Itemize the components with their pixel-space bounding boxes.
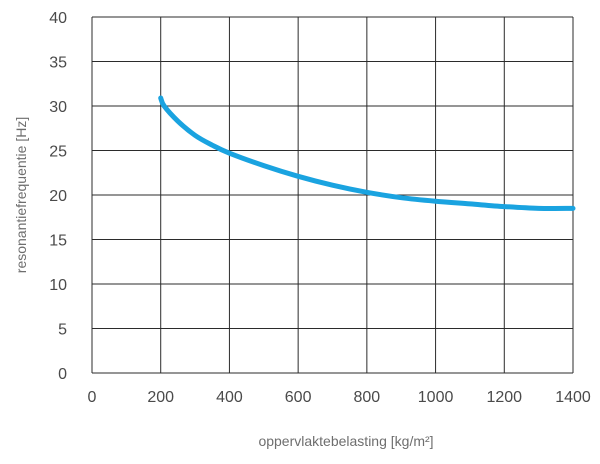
y-tick-label: 20: [49, 188, 67, 205]
y-tick-label: 15: [49, 233, 67, 250]
y-tick-label: 0: [58, 366, 67, 383]
y-tick-labels: 0 5 10 15 20 25 30 35 40: [49, 10, 67, 383]
x-tick-label: 1400: [555, 389, 591, 406]
x-tick-label: 200: [147, 389, 174, 406]
y-tick-label: 40: [49, 10, 67, 27]
x-tick-label: 400: [216, 389, 243, 406]
y-tick-label: 35: [49, 55, 67, 72]
y-tick-label: 30: [49, 99, 67, 116]
y-tick-label: 25: [49, 144, 67, 161]
x-tick-label: 1000: [418, 389, 454, 406]
y-tick-label: 10: [49, 277, 67, 294]
y-tick-label: 5: [58, 322, 67, 339]
x-tick-label: 600: [285, 389, 312, 406]
series-layer: [158, 95, 576, 211]
x-tick-label: 0: [88, 389, 97, 406]
x-tick-label: 1200: [486, 389, 522, 406]
y-axis-title: resonantiefrequentie [Hz]: [13, 117, 29, 273]
x-axis-title: oppervlaktebelasting [kg/m²]: [258, 433, 433, 449]
x-tick-label: 800: [354, 389, 381, 406]
x-tick-labels: 0 200 400 600 800 1000 1200 1400: [88, 389, 591, 406]
grid: [91, 16, 574, 374]
series-line: [158, 95, 576, 211]
